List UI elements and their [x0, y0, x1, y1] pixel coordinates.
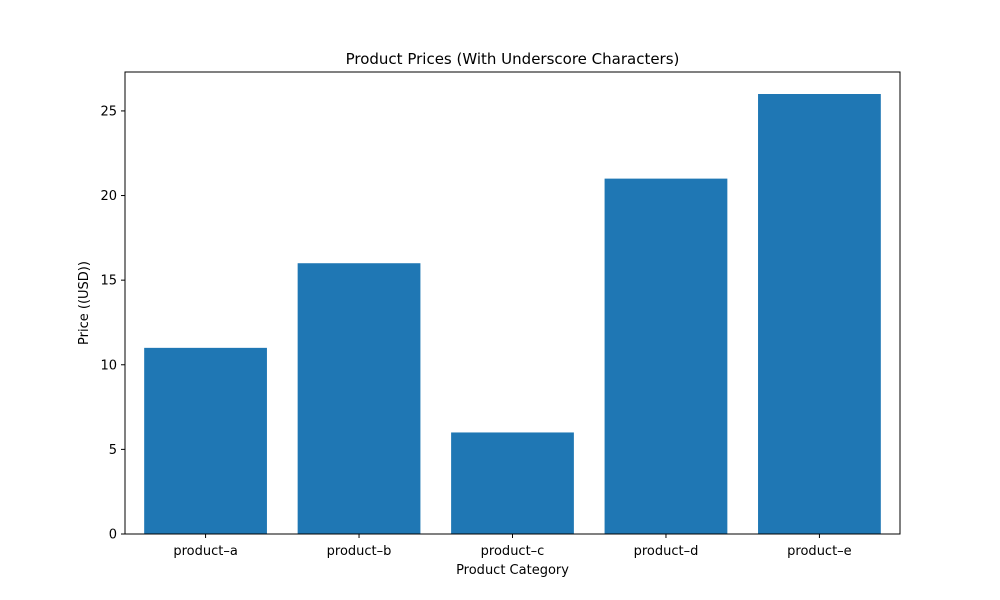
y-axis-ticks: 0 5 10 15 20 25: [100, 104, 125, 543]
bar-3: [451, 432, 574, 534]
x-tick-label: product–b: [327, 544, 392, 559]
y-axis-label: Price ((USD)): [77, 261, 92, 345]
x-tick-label: product–c: [481, 544, 545, 559]
y-tick-label: 10: [100, 358, 117, 373]
x-axis-label: Product Category: [456, 563, 569, 578]
x-axis-ticks: product–a product–b product–c product–d prod…: [173, 534, 852, 559]
bar-2: [297, 263, 421, 534]
bar-5: [758, 94, 881, 534]
y-tick-label: 25: [100, 104, 117, 119]
bar-1: [144, 347, 267, 534]
y-tick-label: 20: [100, 189, 117, 204]
x-tick-label: product–d: [634, 544, 699, 559]
bars-group: [144, 94, 881, 534]
y-tick-label: 15: [100, 274, 117, 289]
bar-4: [604, 178, 728, 534]
y-tick-label: 0: [109, 528, 117, 543]
plot-area-frame: [124, 71, 901, 535]
chart-title: Product Prices (With Underscore Characte…: [346, 50, 680, 68]
y-tick-label: 5: [109, 443, 117, 458]
x-tick-label: product–e: [787, 544, 852, 559]
x-tick-label: product–a: [173, 544, 237, 559]
